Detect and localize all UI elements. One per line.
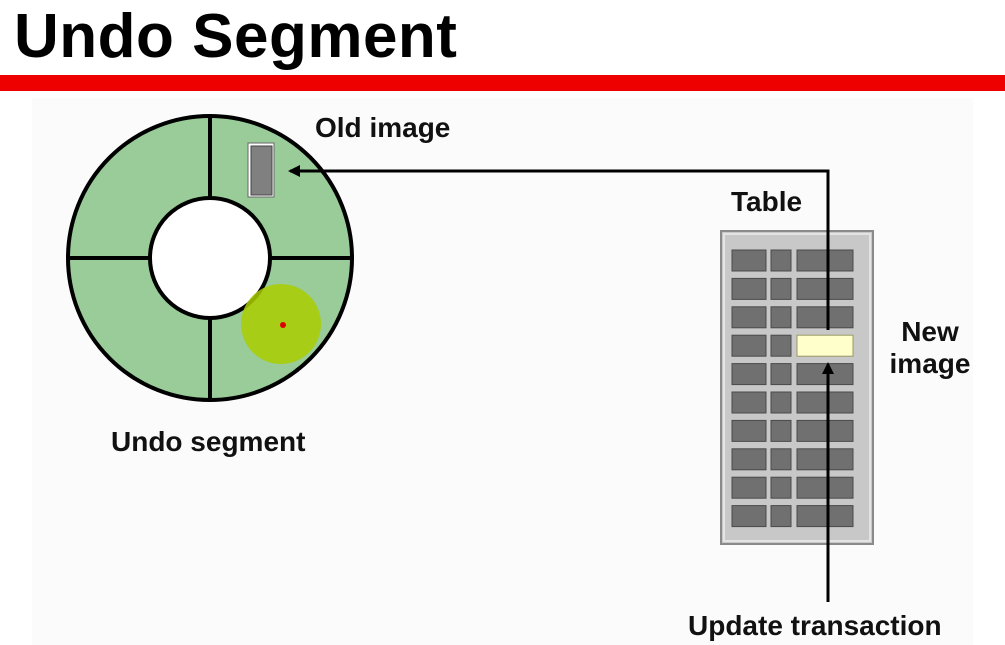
table-cell <box>731 476 767 499</box>
table-cell <box>796 391 854 414</box>
slide-title: Undo Segment <box>14 2 458 71</box>
table-cell <box>731 505 767 528</box>
table-cell <box>796 448 854 471</box>
table-cell <box>731 448 767 471</box>
table-cells <box>731 249 854 528</box>
old-image-label: Old image <box>315 112 451 143</box>
table-cell <box>731 391 767 414</box>
table-cell <box>770 334 792 357</box>
table-cell <box>796 476 854 499</box>
undo-segment-ring <box>66 114 354 402</box>
table-bevel <box>723 233 871 542</box>
table-cell <box>731 419 767 442</box>
table-cell <box>770 363 792 386</box>
ring-inner-hole <box>148 196 272 320</box>
table-cell <box>770 419 792 442</box>
pointer-highlight <box>241 284 321 364</box>
pointer-dot <box>280 322 286 328</box>
table-cell <box>796 363 854 386</box>
table-cell <box>731 277 767 300</box>
table-cell <box>796 277 854 300</box>
title-rule <box>0 75 1005 91</box>
table-cell <box>770 277 792 300</box>
old-image-block <box>247 142 275 198</box>
table-cell <box>796 505 854 528</box>
new-image-cell <box>796 334 854 357</box>
table-cell <box>770 391 792 414</box>
table-cell <box>770 448 792 471</box>
table-cell <box>731 306 767 329</box>
new-image-label: New image <box>889 316 971 379</box>
table-cell <box>796 306 854 329</box>
old-image-block-fill <box>250 145 273 196</box>
table-cell <box>770 249 792 272</box>
table-graphic <box>720 230 874 545</box>
table-cell <box>796 249 854 272</box>
table-label: Table <box>731 186 803 217</box>
undo-segment-label: Undo segment <box>111 426 306 457</box>
table-cell <box>770 505 792 528</box>
table-cell <box>731 363 767 386</box>
table-cell <box>731 334 767 357</box>
table-cell <box>796 419 854 442</box>
rollback-arrow <box>288 165 830 330</box>
table-cell <box>770 476 792 499</box>
table-cell <box>770 306 792 329</box>
update-transaction-label: Update transaction <box>688 610 942 641</box>
table-cell <box>731 249 767 272</box>
